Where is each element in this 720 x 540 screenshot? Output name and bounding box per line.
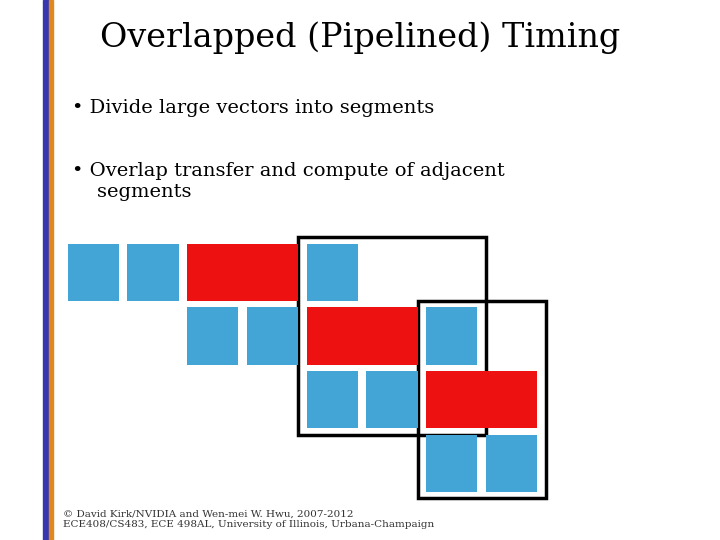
Bar	[127, 244, 179, 301]
Text: Comp
C.3 = A.3 + B.3: Comp C.3 = A.3 + B.3	[433, 385, 531, 414]
Text: Trans
B.2: Trans B.2	[256, 321, 289, 350]
Bar	[307, 244, 358, 301]
Bar	[366, 371, 418, 428]
Text: Trans
A.1: Trans A.1	[76, 258, 110, 287]
Bar	[187, 307, 238, 365]
Bar	[187, 244, 298, 301]
Bar	[247, 307, 298, 365]
Text: Trans
A.2: Trans A.2	[196, 321, 230, 350]
Text: Trans
C.1: Trans C.1	[315, 258, 349, 287]
Text: Overlapped (Pipelined) Timing: Overlapped (Pipelined) Timing	[100, 22, 620, 54]
Text: Trans
A.4: Trans A.4	[435, 449, 469, 478]
Text: Trans
B.1: Trans B.1	[136, 258, 170, 287]
Text: Trans
C.2: Trans C.2	[435, 321, 469, 350]
Bar	[307, 307, 418, 365]
Text: Trans
A.3: Trans A.3	[315, 385, 349, 414]
Bar	[307, 371, 358, 428]
Text: • Divide large vectors into segments: • Divide large vectors into segments	[72, 99, 434, 117]
Text: © David Kirk/NVIDIA and Wen-mei W. Hwu, 2007-2012
ECE408/CS483, ECE 498AL, Unive: © David Kirk/NVIDIA and Wen-mei W. Hwu, …	[63, 510, 435, 529]
Text: Comp
C.2 = A.2 + B.2: Comp C.2 = A.2 + B.2	[313, 321, 411, 350]
Bar	[298, 237, 486, 435]
Text: Trans
B.3: Trans B.3	[375, 385, 409, 414]
Bar	[43, 0, 49, 540]
Bar	[426, 435, 477, 492]
Bar	[426, 307, 477, 365]
Bar	[68, 244, 119, 301]
Text: • Overlap transfer and compute of adjacent
    segments: • Overlap transfer and compute of adjace…	[72, 162, 505, 201]
Text: Comp
C.1 = A.1 + B.1: Comp C.1 = A.1 + B.1	[194, 258, 292, 287]
Bar	[49, 0, 53, 540]
Bar	[418, 301, 546, 498]
Bar	[426, 371, 537, 428]
Text: Trans
B.4: Trans B.4	[495, 449, 528, 478]
Bar	[486, 435, 537, 492]
